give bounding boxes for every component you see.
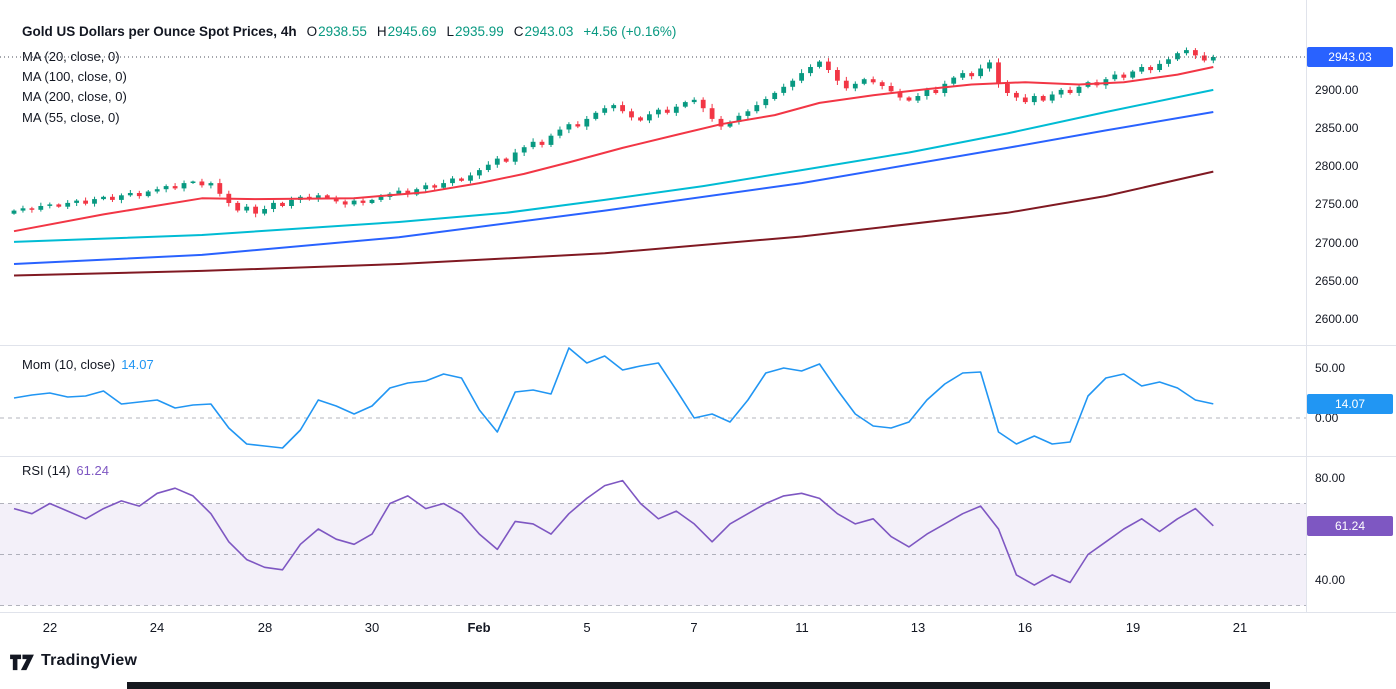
- time-tick-28: 28: [257, 620, 273, 635]
- time-tick-22: 22: [42, 620, 58, 635]
- momentum-label: Mom (10, close): [22, 357, 116, 372]
- time-tick-Feb: Feb: [467, 620, 491, 635]
- tradingview-logo[interactable]: [10, 650, 34, 672]
- axis-label: 2800.00: [1315, 159, 1359, 174]
- time-tick-5: 5: [583, 620, 591, 635]
- time-tick-24: 24: [149, 620, 165, 635]
- axis-label: 2850.00: [1315, 121, 1359, 136]
- legend-ma-200[interactable]: MA (200, close, 0): [22, 89, 127, 104]
- last-price-badge: 2943.03: [1307, 47, 1393, 67]
- ohlc-close-value: 2943.03: [524, 24, 574, 39]
- ohlc-high: H 2945.69: [377, 24, 437, 39]
- legend-ma-100[interactable]: MA (100, close, 0): [22, 69, 127, 84]
- candlestick-series: [11, 47, 1216, 218]
- ma-line-0: [13, 66, 1214, 233]
- rsi-value: 61.24: [76, 463, 109, 478]
- rsi-line: [13, 479, 1214, 586]
- ma-line-2: [13, 170, 1214, 277]
- rsi-badge: 61.24: [1307, 516, 1393, 536]
- momentum-badge: 14.07: [1307, 394, 1393, 414]
- legend-ma-55[interactable]: MA (55, close, 0): [22, 110, 120, 125]
- axis-label: 2650.00: [1315, 273, 1359, 288]
- axis-label: 2600.00: [1315, 312, 1359, 327]
- ohlc-low-key: L: [446, 24, 454, 39]
- time-tick-13: 13: [910, 620, 926, 635]
- ma-line-3: [13, 88, 1214, 243]
- time-tick-16: 16: [1017, 620, 1033, 635]
- ohlc-low-value: 2935.99: [454, 24, 504, 39]
- axis-label: 0.00: [1315, 411, 1339, 425]
- ohlc-high-value: 2945.69: [387, 24, 437, 39]
- bottom-bar: [127, 682, 1270, 689]
- axis-label: 50.00: [1315, 361, 1346, 375]
- price-change: +4.56 (+0.16%): [583, 24, 677, 39]
- ohlc-open: O 2938.55: [307, 24, 367, 39]
- axis-label: 2700.00: [1315, 235, 1359, 250]
- legend-rsi[interactable]: RSI (14) 61.24: [22, 463, 109, 479]
- rsi-label: RSI (14): [22, 463, 71, 478]
- ohlc-open-key: O: [306, 24, 318, 39]
- time-tick-11: 11: [795, 620, 809, 635]
- ohlc-high-key: H: [376, 24, 387, 39]
- time-tick-30: 30: [364, 620, 380, 635]
- ohlc-open-value: 2938.55: [318, 24, 367, 39]
- ohlc-close: C 2943.03: [514, 24, 574, 39]
- ohlc-low: L 2935.99: [446, 24, 503, 39]
- chart-header: Gold US Dollars per Ounce Spot Prices, 4…: [22, 24, 676, 39]
- tradingview-attribution[interactable]: TradingView: [10, 650, 137, 672]
- axis-label: 80.00: [1315, 471, 1346, 485]
- time-scale[interactable]: 22 24 28 30 Feb 5 7 11 13 16 19 21: [0, 612, 1396, 650]
- axis-label: 2900.00: [1315, 82, 1359, 97]
- axis-label: 40.00: [1315, 573, 1346, 587]
- momentum-line: [13, 347, 1214, 449]
- tradingview-brand-text: TradingView: [41, 652, 138, 669]
- momentum-value: 14.07: [121, 357, 154, 372]
- legend-momentum[interactable]: Mom (10, close) 14.07: [22, 357, 154, 373]
- time-tick-19: 19: [1125, 620, 1141, 635]
- ohlc-close-key: C: [513, 24, 524, 39]
- symbol-title[interactable]: Gold US Dollars per Ounce Spot Prices, 4…: [22, 24, 297, 39]
- ma-line-1: [13, 111, 1214, 265]
- price-scale[interactable]: 2900.00 2850.00 2800.00 2750.00 2700.00 2650.…: [1306, 0, 1396, 612]
- time-tick-7: 7: [690, 620, 698, 635]
- axis-label: 2750.00: [1315, 197, 1359, 212]
- legend-ma-20[interactable]: MA (20, close, 0): [22, 49, 120, 64]
- time-tick-21: 21: [1232, 620, 1248, 635]
